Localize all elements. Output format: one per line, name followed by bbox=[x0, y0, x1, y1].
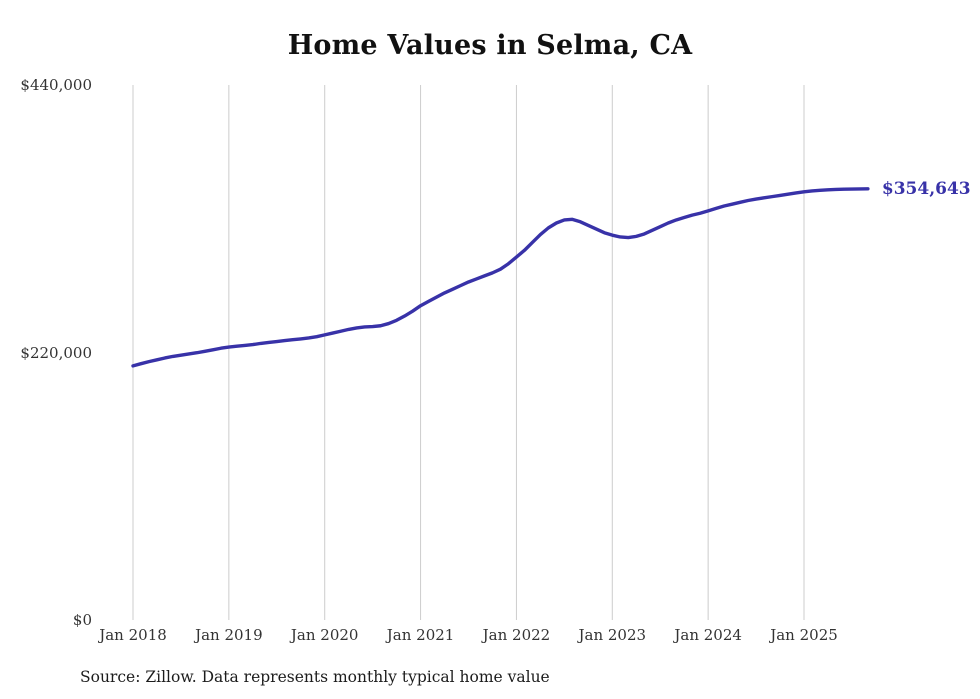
x-tick-label: Jan 2024 bbox=[674, 626, 742, 644]
y-tick-label: $220,000 bbox=[20, 343, 92, 362]
home-value-line bbox=[131, 187, 870, 368]
x-tick-label: Jan 2019 bbox=[195, 626, 263, 644]
y-tick-label: $0 bbox=[72, 611, 92, 629]
x-tick-label: Jan 2021 bbox=[386, 626, 455, 644]
x-tick-label: Jan 2020 bbox=[290, 626, 359, 644]
source-note: Source: Zillow. Data represents monthly … bbox=[80, 668, 550, 686]
chart-title: Home Values in Selma, CA bbox=[287, 30, 693, 61]
y-tick-label: $440,000 bbox=[20, 76, 92, 94]
last-value-label: $354,643 bbox=[881, 178, 971, 199]
x-tick-label: Jan 2023 bbox=[578, 626, 647, 644]
x-tick-label: Jan 2025 bbox=[770, 626, 838, 644]
x-tick-label: Jan 2022 bbox=[482, 626, 551, 644]
x-tick-label: Jan 2018 bbox=[99, 626, 167, 644]
